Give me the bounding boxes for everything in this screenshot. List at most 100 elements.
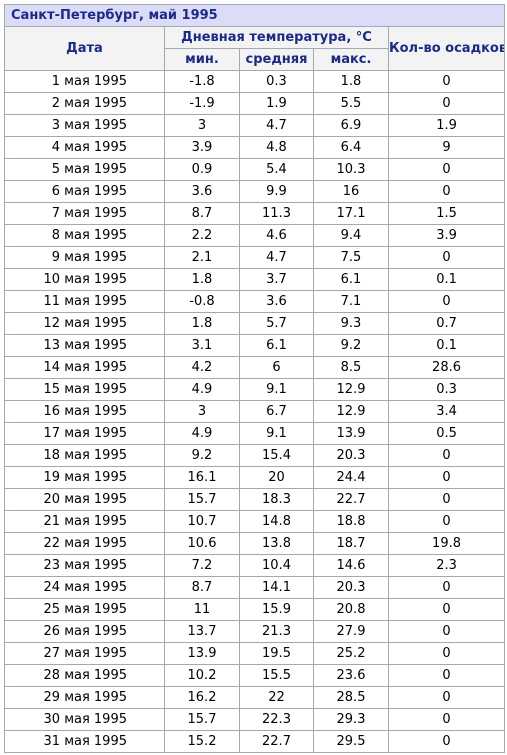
table-row: 22 мая 1995 10.6 13.8 18.7 19.8 [4, 532, 506, 555]
cell-max-temp: 25.2 [313, 642, 389, 665]
header-avg: средняя [239, 48, 314, 71]
cell-precipitation: 1.9 [387, 114, 506, 137]
cell-avg-temp: 4.8 [239, 136, 314, 159]
cell-date: 31 мая 1995 [4, 730, 165, 753]
table-row: 15 мая 1995 4.9 9.1 12.9 0.3 [4, 378, 506, 401]
cell-max-temp: 6.1 [313, 268, 389, 291]
cell-max-temp: 16 [313, 180, 389, 203]
cell-min-temp: 13.7 [164, 620, 240, 643]
table-row: 3 мая 1995 3 4.7 6.9 1.9 [4, 114, 506, 137]
cell-max-temp: 20.3 [313, 444, 389, 467]
cell-date: 17 мая 1995 [4, 422, 165, 445]
cell-min-temp: 2.1 [164, 246, 240, 269]
cell-min-temp: 3 [164, 400, 240, 423]
cell-avg-temp: 22.7 [239, 730, 314, 753]
cell-avg-temp: 15.4 [239, 444, 314, 467]
table-row: 9 мая 1995 2.1 4.7 7.5 0 [4, 246, 506, 269]
table-title: Санкт-Петербург, май 1995 [3, 4, 506, 27]
cell-precipitation: 0 [387, 620, 506, 643]
cell-avg-temp: 1.9 [239, 92, 314, 115]
cell-date: 19 мая 1995 [4, 466, 165, 489]
cell-max-temp: 13.9 [313, 422, 389, 445]
table-row: 11 мая 1995 -0.8 3.6 7.1 0 [4, 290, 506, 313]
table-row: 16 мая 1995 3 6.7 12.9 3.4 [4, 400, 506, 423]
cell-min-temp: 15.2 [164, 730, 240, 753]
cell-max-temp: 14.6 [313, 554, 389, 577]
cell-precipitation: 0 [387, 576, 506, 599]
cell-max-temp: 22.7 [313, 488, 389, 511]
cell-avg-temp: 6.7 [239, 400, 314, 423]
cell-min-temp: 2.2 [164, 224, 240, 247]
cell-min-temp: -1.9 [164, 92, 240, 115]
cell-max-temp: 17.1 [313, 202, 389, 225]
cell-precipitation: 0 [387, 730, 506, 753]
cell-precipitation: 0 [387, 180, 506, 203]
header-precipitation: Кол-во осадков, мм [387, 26, 506, 71]
cell-precipitation: 0.3 [387, 378, 506, 401]
cell-date: 3 мая 1995 [4, 114, 165, 137]
table-header: Санкт-Петербург, май 1995 Дата Дневная т… [3, 4, 506, 71]
table-row: 14 мая 1995 4.2 6 8.5 28.6 [4, 356, 506, 379]
cell-date: 2 мая 1995 [4, 92, 165, 115]
cell-precipitation: 0 [387, 708, 506, 731]
cell-avg-temp: 14.8 [239, 510, 314, 533]
cell-avg-temp: 6 [239, 356, 314, 379]
table-row: 1 мая 1995 -1.8 0.3 1.8 0 [4, 70, 506, 93]
cell-min-temp: 11 [164, 598, 240, 621]
cell-avg-temp: 9.9 [239, 180, 314, 203]
cell-avg-temp: 4.7 [239, 114, 314, 137]
cell-min-temp: 10.2 [164, 664, 240, 687]
table-row: 19 мая 1995 16.1 20 24.4 0 [4, 466, 506, 489]
cell-date: 26 мая 1995 [4, 620, 165, 643]
cell-date: 22 мая 1995 [4, 532, 165, 555]
cell-date: 27 мая 1995 [4, 642, 165, 665]
table-row: 30 мая 1995 15.7 22.3 29.3 0 [4, 708, 506, 731]
cell-avg-temp: 14.1 [239, 576, 314, 599]
cell-min-temp: 9.2 [164, 444, 240, 467]
weather-table: Санкт-Петербург, май 1995 Дата Дневная т… [3, 4, 506, 753]
table-row: 28 мая 1995 10.2 15.5 23.6 0 [4, 664, 506, 687]
table-row: 12 мая 1995 1.8 5.7 9.3 0.7 [4, 312, 506, 335]
table-row: 24 мая 1995 8.7 14.1 20.3 0 [4, 576, 506, 599]
cell-max-temp: 6.9 [313, 114, 389, 137]
cell-date: 10 мая 1995 [4, 268, 165, 291]
cell-max-temp: 20.8 [313, 598, 389, 621]
cell-avg-temp: 6.1 [239, 334, 314, 357]
cell-date: 1 мая 1995 [4, 70, 165, 93]
cell-precipitation: 0.7 [387, 312, 506, 335]
table-row: 8 мая 1995 2.2 4.6 9.4 3.9 [4, 224, 506, 247]
cell-min-temp: 4.9 [164, 422, 240, 445]
cell-avg-temp: 18.3 [239, 488, 314, 511]
cell-min-temp: 15.7 [164, 708, 240, 731]
cell-max-temp: 12.9 [313, 400, 389, 423]
cell-avg-temp: 10.4 [239, 554, 314, 577]
cell-precipitation: 0.5 [387, 422, 506, 445]
cell-precipitation: 0 [387, 92, 506, 115]
cell-precipitation: 9 [387, 136, 506, 159]
cell-date: 28 мая 1995 [4, 664, 165, 687]
table-row: 25 мая 1995 11 15.9 20.8 0 [4, 598, 506, 621]
table-body: 1 мая 1995 -1.8 0.3 1.8 0 2 мая 1995 -1.9 1.9 5.… [4, 70, 506, 753]
cell-max-temp: 24.4 [313, 466, 389, 489]
cell-min-temp: 0.9 [164, 158, 240, 181]
cell-max-temp: 7.1 [313, 290, 389, 313]
table-row: 26 мая 1995 13.7 21.3 27.9 0 [4, 620, 506, 643]
cell-min-temp: 1.8 [164, 312, 240, 335]
cell-date: 21 мая 1995 [4, 510, 165, 533]
cell-avg-temp: 9.1 [239, 422, 314, 445]
cell-avg-temp: 20 [239, 466, 314, 489]
cell-min-temp: 15.7 [164, 488, 240, 511]
cell-min-temp: 10.6 [164, 532, 240, 555]
cell-max-temp: 1.8 [313, 70, 389, 93]
header-temperature-group: Дневная температура, °C [164, 26, 389, 49]
header-date: Дата [4, 26, 165, 71]
cell-min-temp: 4.2 [164, 356, 240, 379]
cell-date: 18 мая 1995 [4, 444, 165, 467]
cell-min-temp: 13.9 [164, 642, 240, 665]
cell-precipitation: 0 [387, 598, 506, 621]
table-row: 20 мая 1995 15.7 18.3 22.7 0 [4, 488, 506, 511]
cell-min-temp: 7.2 [164, 554, 240, 577]
cell-avg-temp: 4.6 [239, 224, 314, 247]
cell-avg-temp: 19.5 [239, 642, 314, 665]
cell-avg-temp: 4.7 [239, 246, 314, 269]
